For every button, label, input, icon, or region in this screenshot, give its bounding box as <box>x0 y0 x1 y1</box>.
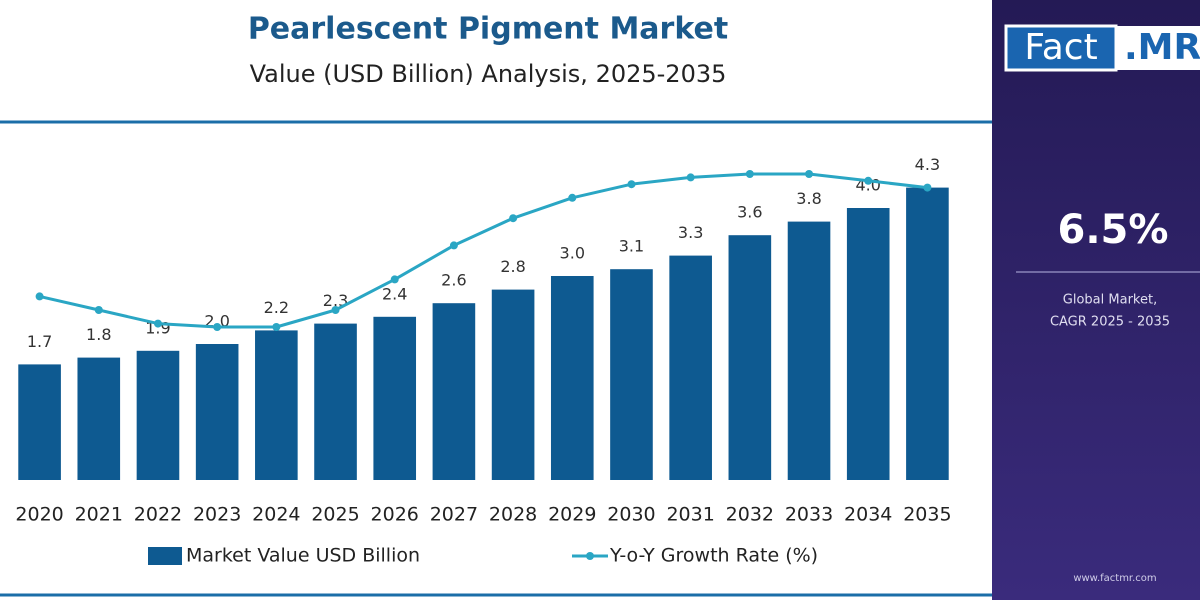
x-tick-label: 2020 <box>15 504 63 526</box>
growth-point <box>745 170 754 178</box>
value-label: 3.0 <box>560 244 585 263</box>
bar <box>906 187 949 480</box>
growth-point <box>213 323 222 331</box>
bar <box>255 330 298 480</box>
growth-point <box>686 173 695 182</box>
bar <box>846 208 890 480</box>
value-label: 1.8 <box>86 325 111 344</box>
chart-title: Pearlescent Pigment Market <box>248 12 728 47</box>
x-tick-label: 2030 <box>607 504 655 526</box>
cagr-caption: Global Market, <box>1063 293 1157 308</box>
x-tick-label: 2029 <box>548 504 596 526</box>
x-tick-label: 2026 <box>371 504 419 526</box>
value-label: 3.8 <box>796 189 821 208</box>
bar <box>18 364 61 480</box>
website: www.factmr.com <box>1073 573 1156 584</box>
bar <box>373 316 417 480</box>
growth-point <box>94 306 103 314</box>
cagr-value: 6.5% <box>1058 207 1169 253</box>
logo-left: Fact <box>1024 27 1097 68</box>
logo-left-box <box>1004 24 1118 72</box>
legend-swatch <box>586 552 594 560</box>
legend-label: Y-o-Y Growth Rate (%) <box>609 545 818 567</box>
plot: 2020 2021 2022 2023 2024 2025 2026 2027 2028 2029… <box>15 155 951 566</box>
value-label: 2.8 <box>500 257 525 276</box>
bar <box>491 289 535 480</box>
logo-right: .MR <box>1124 27 1200 68</box>
value-label: 3.3 <box>678 223 703 242</box>
growth-point <box>272 323 281 331</box>
bar <box>314 323 357 480</box>
bar <box>432 303 476 480</box>
growth-point <box>449 241 458 250</box>
bar <box>77 357 121 480</box>
growth-point <box>390 275 399 284</box>
bar <box>787 221 831 480</box>
x-tick-label: 2025 <box>311 504 359 526</box>
bar <box>550 276 594 480</box>
value-label: 2.2 <box>264 298 289 317</box>
value-label: 1.7 <box>27 332 52 351</box>
bar <box>669 255 712 480</box>
logo-right-box <box>1116 26 1200 70</box>
bar <box>610 269 653 480</box>
value-label: 2.4 <box>382 284 407 303</box>
bar <box>136 350 180 480</box>
x-tick-label: 2033 <box>785 504 833 526</box>
growth-point <box>627 180 636 189</box>
x-tick-label: 2021 <box>75 504 123 526</box>
value-label: 3.6 <box>737 203 762 222</box>
x-tick-label: 2032 <box>726 504 774 526</box>
x-tick-label: 2023 <box>193 504 241 526</box>
x-tick-label: 2031 <box>666 504 714 526</box>
x-tick-label: 2024 <box>252 504 300 526</box>
growth-line <box>39 172 928 329</box>
growth-point <box>923 183 932 192</box>
growth-point <box>509 214 518 223</box>
value-label: 4.3 <box>915 155 940 174</box>
sidebar <box>992 0 1200 600</box>
growth-point <box>805 170 814 178</box>
legend-label: Market Value USD Billion <box>186 545 420 567</box>
x-tick-label: 2034 <box>844 504 892 526</box>
value-label: 3.1 <box>619 237 644 256</box>
bar <box>728 235 772 480</box>
x-tick-label: 2035 <box>903 504 951 526</box>
cagr-caption: CAGR 2025 - 2035 <box>1050 315 1170 330</box>
growth-point <box>864 176 873 185</box>
x-tick-label: 2028 <box>489 504 537 526</box>
growth-point <box>331 306 340 314</box>
x-tick-label: 2022 <box>134 504 182 526</box>
x-tick-label: 2027 <box>430 504 478 526</box>
growth-point <box>35 292 44 301</box>
legend-swatch <box>148 547 182 565</box>
bar <box>195 344 239 480</box>
growth-point <box>568 193 577 202</box>
growth-point <box>153 319 162 328</box>
value-label: 2.6 <box>441 271 466 290</box>
chart-subtitle: Value (USD Billion) Analysis, 2025-2035 <box>250 60 727 88</box>
